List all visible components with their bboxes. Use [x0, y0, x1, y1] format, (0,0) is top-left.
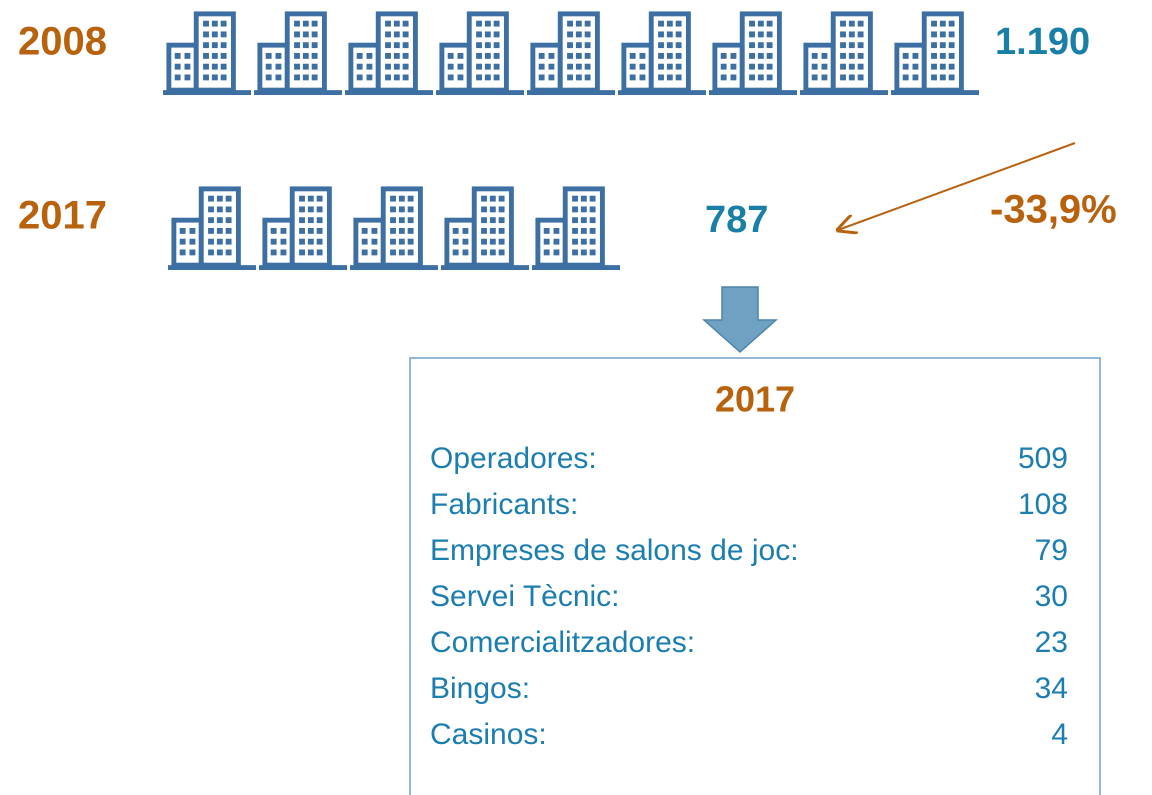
total-label: 1.190 [995, 21, 1090, 63]
down-arrow [702, 286, 778, 354]
building-icons [163, 14, 979, 95]
row-label: Servei Tècnic: [430, 580, 620, 613]
row-value: 30 [1035, 580, 1068, 613]
row-label: Fabricants: [430, 488, 578, 521]
row-label: Operadores: [430, 442, 597, 475]
row-value: 23 [1035, 626, 1068, 659]
total-label: 787 [705, 199, 768, 241]
row-label: Casinos: [430, 718, 547, 751]
row-label: Bingos: [430, 672, 530, 705]
box-title: 2017 [715, 379, 795, 420]
row-label: Empreses de salons de joc: [430, 534, 799, 567]
decline-arrow [838, 142, 1076, 230]
row-value: 4 [1051, 718, 1068, 751]
row-value: 34 [1035, 672, 1068, 705]
year-label: 2017 [18, 194, 107, 238]
row-value: 108 [1018, 488, 1068, 521]
change-label: -33,9% [990, 188, 1117, 232]
breakdown-rows: Operadores: 509 Fabricants: 108 Empreses de … [430, 442, 1068, 751]
row-value: 79 [1035, 534, 1068, 567]
row-value: 509 [1018, 442, 1068, 475]
building-icons [168, 189, 620, 270]
year-label: 2008 [18, 20, 107, 64]
row-label: Comercialitzadores: [430, 626, 695, 659]
breakdown-box [409, 357, 1101, 795]
